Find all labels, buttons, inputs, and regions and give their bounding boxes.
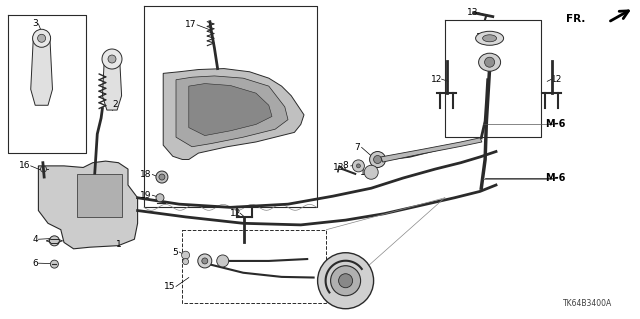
Text: 1: 1 <box>116 241 121 249</box>
Text: 5: 5 <box>172 248 177 256</box>
Circle shape <box>108 55 116 63</box>
Text: 10: 10 <box>476 33 487 42</box>
Text: 15: 15 <box>164 282 175 291</box>
Polygon shape <box>31 38 52 105</box>
Polygon shape <box>163 69 304 160</box>
Ellipse shape <box>479 53 500 71</box>
Polygon shape <box>189 84 272 136</box>
Text: 8: 8 <box>343 161 348 170</box>
Text: 16: 16 <box>19 161 30 170</box>
Text: 14: 14 <box>333 280 345 289</box>
Circle shape <box>156 194 164 202</box>
Circle shape <box>38 34 45 42</box>
Circle shape <box>317 253 374 309</box>
Circle shape <box>102 49 122 69</box>
Text: 9: 9 <box>479 57 484 66</box>
Circle shape <box>484 57 495 67</box>
Text: 2: 2 <box>113 100 118 109</box>
Polygon shape <box>77 174 122 217</box>
Circle shape <box>356 164 360 168</box>
Ellipse shape <box>483 35 497 42</box>
Text: 12: 12 <box>551 75 563 84</box>
Polygon shape <box>176 76 288 147</box>
Circle shape <box>159 174 165 180</box>
Polygon shape <box>381 138 482 162</box>
Circle shape <box>370 152 385 167</box>
Circle shape <box>40 166 47 172</box>
Text: 11: 11 <box>360 168 372 177</box>
Circle shape <box>33 29 51 47</box>
Text: 4: 4 <box>33 235 38 244</box>
Circle shape <box>331 266 360 296</box>
Text: 19: 19 <box>140 191 152 200</box>
Text: M-6: M-6 <box>545 119 566 129</box>
Circle shape <box>198 254 212 268</box>
Polygon shape <box>102 59 122 110</box>
Circle shape <box>353 160 364 172</box>
Text: FR.: FR. <box>566 13 586 24</box>
Circle shape <box>182 259 189 264</box>
Circle shape <box>374 155 381 164</box>
Circle shape <box>182 251 189 259</box>
Text: TK64B3400A: TK64B3400A <box>563 299 612 308</box>
Text: 12: 12 <box>230 209 241 218</box>
Circle shape <box>339 274 353 288</box>
Circle shape <box>217 255 228 267</box>
Text: 6: 6 <box>33 259 38 268</box>
Text: 18: 18 <box>140 170 152 179</box>
Text: 7: 7 <box>355 143 360 152</box>
Text: 13: 13 <box>333 163 345 172</box>
Text: 13: 13 <box>467 8 478 17</box>
Circle shape <box>156 171 168 183</box>
Circle shape <box>364 165 378 179</box>
Ellipse shape <box>476 31 504 45</box>
Polygon shape <box>38 161 138 249</box>
Circle shape <box>49 236 60 246</box>
Text: 3: 3 <box>33 19 38 28</box>
Text: M-6: M-6 <box>545 173 566 183</box>
Text: 12: 12 <box>431 75 442 84</box>
Circle shape <box>51 260 58 268</box>
Circle shape <box>202 258 208 264</box>
Text: 17: 17 <box>185 20 196 29</box>
